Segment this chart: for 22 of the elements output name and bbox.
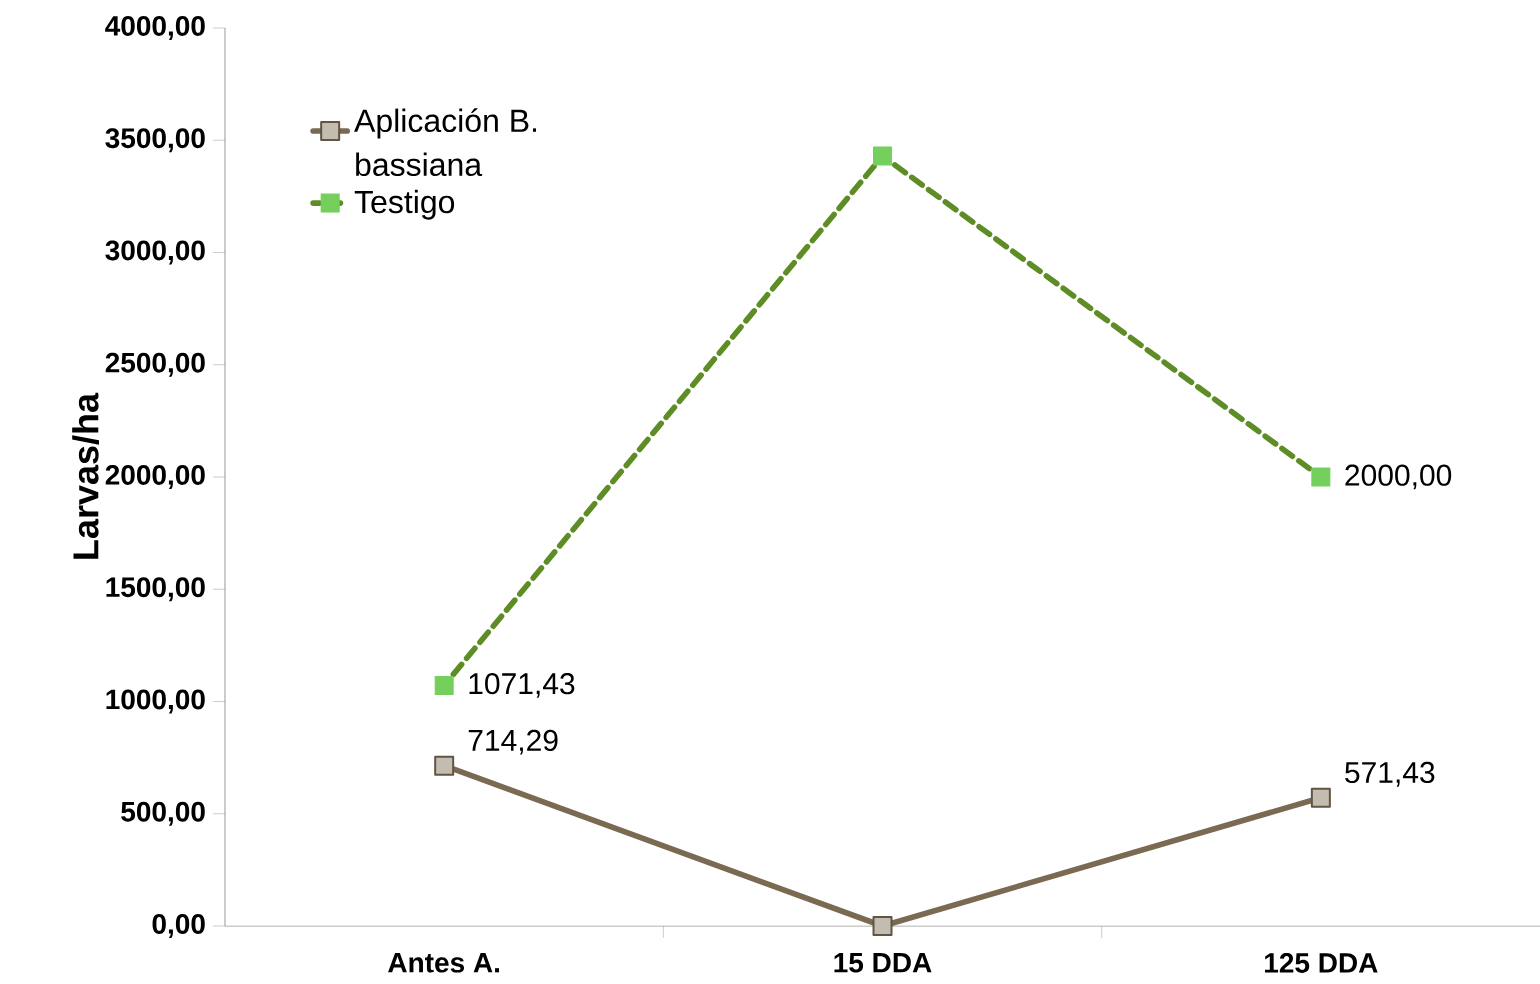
y-tick-label: 3000,00	[105, 240, 205, 265]
x-tick-label: Antes A.	[388, 953, 500, 973]
legend-label: Aplicación B. bassiana	[354, 108, 537, 177]
y-tick-label: 3500,00	[105, 128, 205, 153]
y-tick-label: 1000,00	[106, 689, 205, 714]
y-tick-label: 0,00	[152, 914, 205, 938]
y-tick-label: 4000,00	[105, 16, 205, 40]
legend-label: Testigo	[354, 189, 455, 220]
x-tick-label: 125 DDA	[1265, 953, 1378, 973]
y-tick-label: 2500,00	[105, 352, 205, 377]
point	[1310, 787, 1331, 808]
x-tick-label: 15 DDA	[834, 953, 932, 973]
data-label: 714,29	[468, 729, 558, 755]
y-axis-title: Larvas/ha	[72, 392, 99, 559]
point	[434, 755, 455, 776]
y-tick-label: 1500,00	[106, 577, 205, 602]
data-label: 2000,00	[1345, 464, 1452, 490]
data-label: 1071,43	[469, 673, 575, 698]
data-label: 571,43	[1345, 761, 1435, 787]
point	[872, 916, 893, 936]
y-tick-label: 2000,00	[105, 465, 205, 489]
y-tick-label: 500,00	[121, 801, 205, 826]
